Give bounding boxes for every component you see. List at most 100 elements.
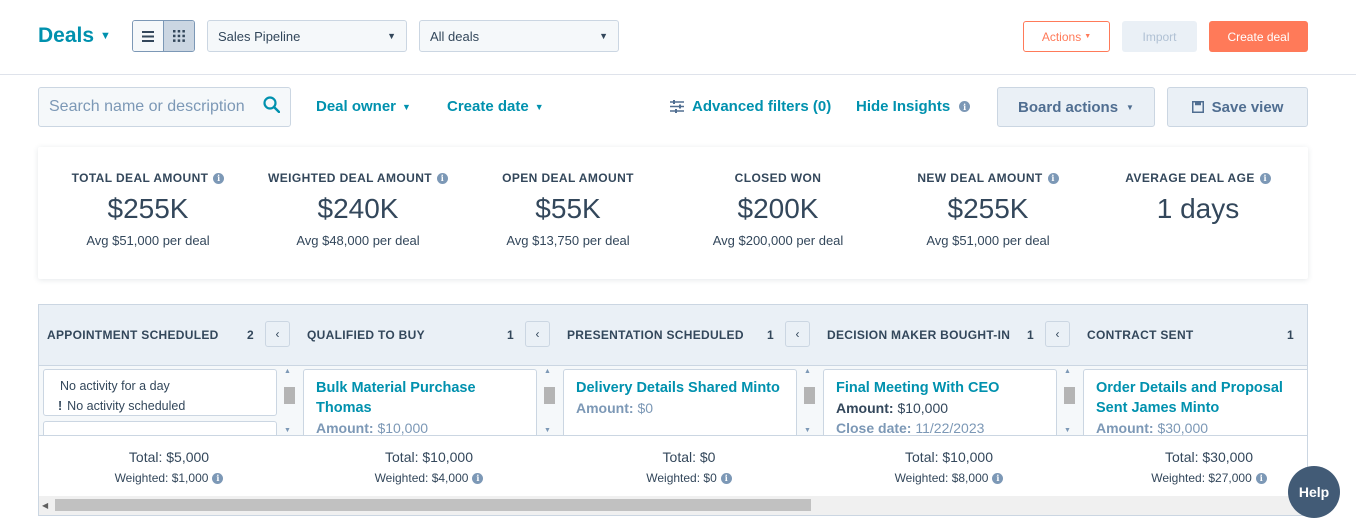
deal-card[interactable]: Delivery Details Shared Minto Amount: $0 — [563, 369, 797, 436]
deal-name-link[interactable]: Delivery Details Shared Minto — [576, 380, 780, 396]
column-scrollbar[interactable]: ▲ ▼ — [1062, 368, 1075, 434]
collapse-column-button[interactable]: ‹ — [1045, 321, 1070, 347]
board-actions-button[interactable]: Board actions ▼ — [997, 87, 1155, 127]
top-bar: Deals ▼ Sales Pipeline ▼ All deals ▼ Act… — [0, 0, 1356, 75]
metric-average: Avg $13,750 per deal — [506, 233, 630, 248]
column-footer: Total: $10,000 Weighted: $8,000 i — [819, 435, 1079, 496]
search-icon[interactable] — [263, 96, 281, 118]
board-horizontal-scrollbar[interactable]: ◀ — [39, 496, 1307, 515]
create-date-filter[interactable]: Create date ▼ — [447, 98, 544, 115]
column-total: Total: $10,000 — [385, 449, 473, 465]
help-button[interactable]: Help — [1288, 466, 1340, 518]
column-weighted-row: Weighted: $27,000 i — [1079, 471, 1307, 485]
column-body: No activity for a day ! No activity sche… — [39, 366, 299, 436]
deal-card[interactable] — [43, 421, 277, 436]
deal-card[interactable]: Bulk Material Purchase Thomas Amount: $1… — [303, 369, 537, 436]
column-weighted: Weighted: $0 — [646, 471, 717, 485]
column-header: CONTRACT SENT 1 — [1079, 305, 1307, 366]
info-icon[interactable]: i — [1047, 172, 1059, 184]
column-weighted: Weighted: $4,000 — [374, 471, 469, 485]
deal-owner-filter[interactable]: Deal owner ▼ — [316, 98, 411, 115]
list-view-button[interactable] — [133, 21, 163, 51]
scrollbar-thumb[interactable] — [1064, 387, 1075, 404]
warning-icon: ! — [58, 399, 63, 413]
collapse-column-button[interactable]: ‹ — [525, 321, 550, 347]
info-icon[interactable]: i — [1259, 172, 1271, 184]
metric-label-row: NEW DEAL AMOUNT i — [883, 171, 1093, 185]
deal-close-date: Close date: 11/22/2023 — [836, 418, 1044, 436]
actions-button[interactable]: Actions ▼ — [1023, 21, 1110, 52]
metric-value: 1 days — [1156, 193, 1240, 224]
info-icon[interactable]: i — [213, 172, 225, 184]
column-scrollbar[interactable]: ▲ ▼ — [542, 368, 555, 434]
deal-close-date-label: Close date: — [836, 420, 912, 436]
scrollbar-thumb[interactable] — [804, 387, 815, 404]
create-deal-button[interactable]: Create deal — [1209, 21, 1308, 52]
deal-amount-value: $10,000 — [377, 420, 429, 436]
column-title: QUALIFIED TO BUY — [307, 328, 425, 342]
chevron-down-icon: ▼ — [1084, 33, 1092, 40]
metric-label: NEW DEAL AMOUNT — [917, 171, 1043, 185]
create-deal-button-label: Create deal — [1227, 29, 1290, 44]
scrollbar-thumb[interactable] — [284, 387, 295, 404]
deal-close-date-value: 11/22/2023 — [915, 420, 985, 436]
deal-amount: Amount: $10,000 — [316, 418, 524, 436]
board-column-presentation-scheduled: PRESENTATION SCHEDULED 1 ‹ Delivery Deta… — [559, 305, 819, 496]
board-view-button[interactable] — [163, 21, 194, 51]
search-input[interactable] — [49, 98, 249, 116]
scrollbar-thumb[interactable] — [544, 387, 555, 404]
deal-name-link[interactable]: Order Details and Proposal Sent James Mi… — [1096, 380, 1283, 416]
scroll-down-icon: ▼ — [284, 427, 291, 434]
column-footer: Total: $30,000 Weighted: $27,000 i — [1079, 435, 1307, 496]
chevron-down-icon: ▼ — [599, 31, 608, 41]
metric-label-row: AVERAGE DEAL AGE i — [1093, 171, 1303, 185]
deal-card[interactable]: Final Meeting With CEO Amount: $10,000 C… — [823, 369, 1057, 436]
metric-average: Avg $51,000 per deal — [926, 233, 1050, 248]
column-header: PRESENTATION SCHEDULED 1 ‹ — [559, 305, 819, 366]
deal-name-link[interactable]: Final Meeting With CEO — [836, 380, 1000, 396]
hide-insights-link[interactable]: Hide Insights i — [856, 98, 971, 115]
advanced-filters-link[interactable]: Advanced filters (0) — [670, 98, 831, 115]
info-icon[interactable]: i — [992, 472, 1004, 484]
deal-amount-value: $10,000 — [897, 400, 949, 416]
column-body: Order Details and Proposal Sent James Mi… — [1079, 366, 1307, 436]
save-view-button[interactable]: Save view — [1167, 87, 1308, 127]
column-footer: Total: $0 Weighted: $0 i — [559, 435, 819, 496]
import-button[interactable]: Import — [1122, 21, 1197, 52]
column-scrollbar[interactable]: ▲ ▼ — [282, 368, 295, 434]
metric-value: $240K — [317, 193, 399, 224]
page-title: Deals — [38, 24, 95, 47]
column-total: Total: $30,000 — [1165, 449, 1253, 465]
scrollbar-thumb[interactable] — [55, 499, 811, 511]
metric-label: WEIGHTED DEAL AMOUNT — [268, 171, 432, 185]
deal-amount-label: Amount: — [576, 400, 634, 416]
scroll-down-icon: ▼ — [1064, 427, 1071, 434]
metric-label: TOTAL DEAL AMOUNT — [71, 171, 209, 185]
column-weighted-row: Weighted: $0 i — [559, 471, 819, 485]
collapse-column-button[interactable]: ‹ — [785, 321, 810, 347]
info-icon[interactable]: i — [212, 472, 224, 484]
activity-card[interactable]: No activity for a day ! No activity sche… — [43, 369, 277, 416]
metric-average: Avg $200,000 per deal — [712, 233, 844, 248]
advanced-filters-label: Advanced filters (0) — [692, 98, 832, 115]
pipeline-select[interactable]: Sales Pipeline ▼ — [207, 20, 407, 52]
deals-title-dropdown[interactable]: Deals ▼ — [38, 24, 111, 48]
scroll-left-icon[interactable]: ◀ — [42, 501, 49, 510]
board-column-appointment-scheduled: APPOINTMENT SCHEDULED 2 ‹ No activity fo… — [39, 305, 299, 496]
collapse-column-button[interactable]: ‹ — [265, 321, 290, 347]
deal-card[interactable]: Order Details and Proposal Sent James Mi… — [1083, 369, 1307, 436]
info-icon[interactable]: i — [472, 472, 484, 484]
info-icon[interactable]: i — [959, 101, 971, 112]
column-count: 1 — [1027, 328, 1034, 342]
scroll-down-icon: ▼ — [804, 427, 811, 434]
board-actions-label: Board actions — [1018, 98, 1119, 116]
deals-filter-select[interactable]: All deals ▼ — [419, 20, 619, 52]
info-icon[interactable]: i — [1255, 472, 1267, 484]
chevron-down-icon: ▼ — [402, 101, 411, 112]
column-count: 1 — [1287, 328, 1294, 342]
deal-name-link[interactable]: Bulk Material Purchase Thomas — [316, 380, 476, 416]
info-icon[interactable]: i — [720, 472, 732, 484]
column-scrollbar[interactable]: ▲ ▼ — [802, 368, 815, 434]
info-icon[interactable]: i — [437, 172, 448, 184]
grid-icon — [173, 30, 185, 42]
